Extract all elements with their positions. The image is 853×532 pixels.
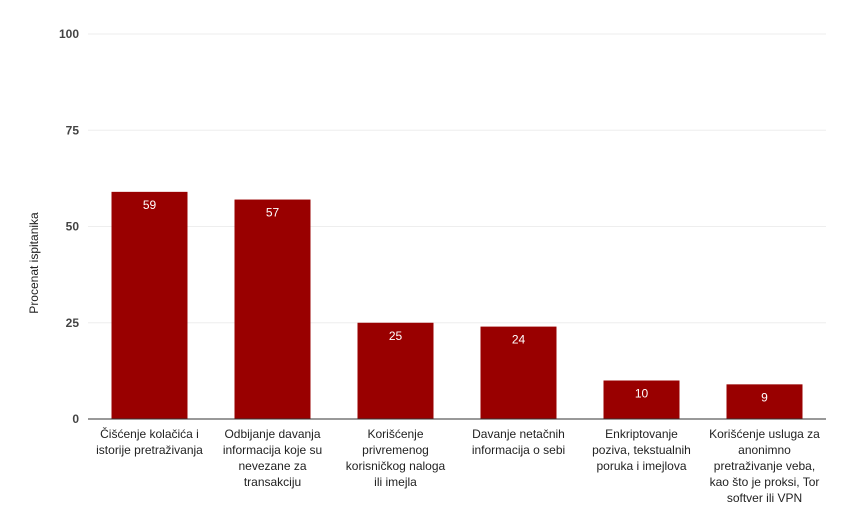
category-label-line: privremenog — [362, 443, 429, 457]
category-label-line: Korišćenje — [367, 427, 423, 441]
category-label-line: ili imejla — [374, 475, 417, 489]
bar-value-label: 10 — [635, 387, 649, 401]
y-axis-label: Procenat ispitanika — [27, 212, 41, 314]
bar — [234, 199, 311, 419]
category-label-line: Odbijanje davanja — [224, 427, 320, 441]
category-label-line: Enkriptovanje — [605, 427, 678, 441]
bar — [357, 322, 434, 419]
category-label-line: kao što je proksi, Tor — [710, 475, 820, 489]
category-label-line: korisničkog naloga — [346, 459, 446, 473]
gridlines — [88, 33, 826, 324]
bar-value-label: 25 — [389, 329, 403, 343]
y-tick-label: 25 — [66, 316, 80, 330]
bar — [480, 326, 557, 419]
y-tick-label: 0 — [72, 412, 79, 426]
category-label-line: anonimno — [738, 443, 791, 457]
bar — [726, 384, 803, 419]
category-label-line: istorije pretraživanja — [96, 443, 203, 457]
y-tick-label: 50 — [66, 220, 80, 234]
category-label-line: informacija o sebi — [472, 443, 565, 457]
category-label-line: Davanje netačnih — [472, 427, 565, 441]
bar-value-label: 9 — [761, 390, 768, 404]
category-label-line: pretraživanje veba, — [714, 459, 815, 473]
category-label-line: Korišćenje usluga za — [709, 427, 820, 441]
bar-value-labels: 59 57 25 24 10 9 — [143, 198, 768, 405]
y-tick-label: 100 — [59, 27, 79, 41]
y-tick-labels: 0 25 50 75 100 — [59, 27, 79, 426]
bar — [111, 191, 188, 419]
category-label-line: informacija koje su — [223, 443, 322, 457]
category-label-line: softver ili VPN — [727, 491, 802, 505]
bar — [603, 380, 680, 419]
y-tick-label: 75 — [66, 123, 80, 137]
bar-value-label: 57 — [266, 206, 280, 220]
category-label-line: poruka i imejlova — [596, 459, 686, 473]
bars — [111, 191, 803, 419]
bar-value-label: 59 — [143, 198, 157, 212]
category-label-line: poziva, tekstualnih — [592, 443, 691, 457]
category-label-line: Čišćenje kolačića i — [100, 426, 199, 441]
bar-value-label: 24 — [512, 333, 526, 347]
category-labels: Čišćenje kolačića i istorije pretraživanj… — [96, 426, 820, 505]
category-label-line: transakciju — [244, 475, 301, 489]
category-label-line: nevezane za — [238, 459, 306, 473]
